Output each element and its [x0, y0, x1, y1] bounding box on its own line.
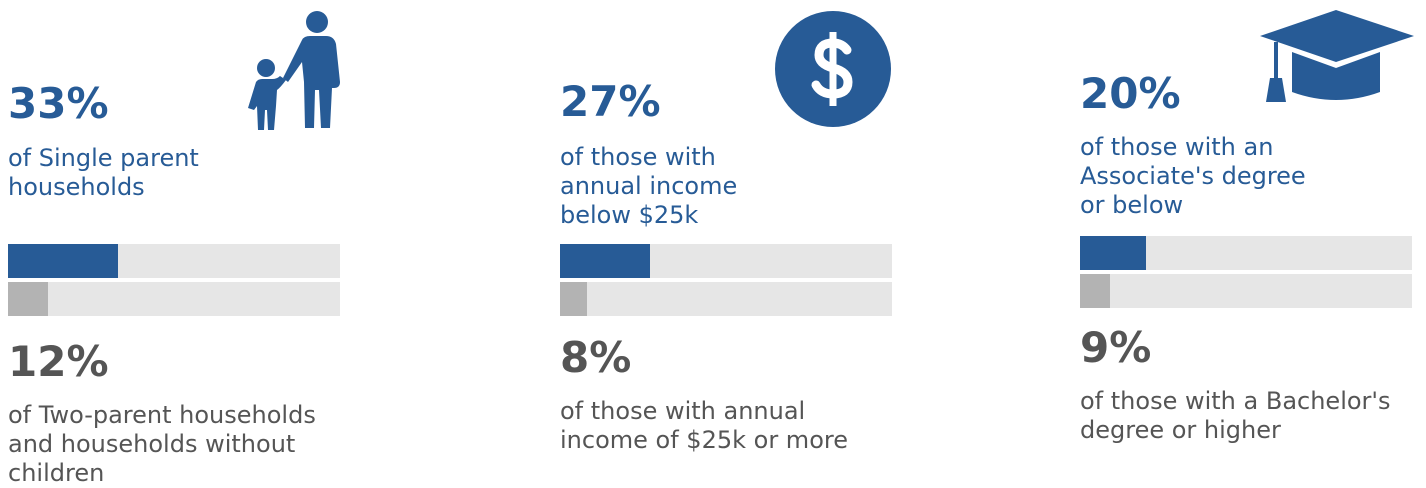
description: of those with a Bachelor's degree or hig…: [1080, 387, 1391, 444]
parent-child-icon: [248, 11, 340, 130]
bar-track: [1080, 274, 1412, 308]
bar-track: [560, 282, 892, 316]
percent-label: 8%: [560, 333, 632, 382]
bar-track: [560, 244, 892, 278]
dollar-icon: [775, 11, 891, 127]
bar-track: [8, 282, 340, 316]
bar: [8, 244, 118, 278]
percent-label: 33%: [8, 79, 109, 128]
bar: [560, 282, 587, 316]
description: of Two-parent households and households …: [8, 401, 316, 487]
description: of those with annual income of $25k or m…: [560, 397, 848, 454]
bar: [8, 282, 48, 316]
graduation-cap-icon: [1260, 10, 1414, 102]
description: of Single parent households: [8, 144, 199, 201]
percent-label: 9%: [1080, 323, 1152, 372]
description: of those with an Associate's degree or b…: [1080, 133, 1306, 219]
bar-track: [8, 244, 340, 278]
bar: [1080, 236, 1147, 270]
percent-label: 20%: [1080, 69, 1181, 118]
bar-track: [1080, 236, 1412, 270]
description: of those with annual income below $25k: [560, 143, 738, 229]
percent-label: 12%: [8, 337, 109, 386]
percent-label: 27%: [560, 77, 661, 126]
bar: [1080, 274, 1110, 308]
bar: [560, 244, 650, 278]
